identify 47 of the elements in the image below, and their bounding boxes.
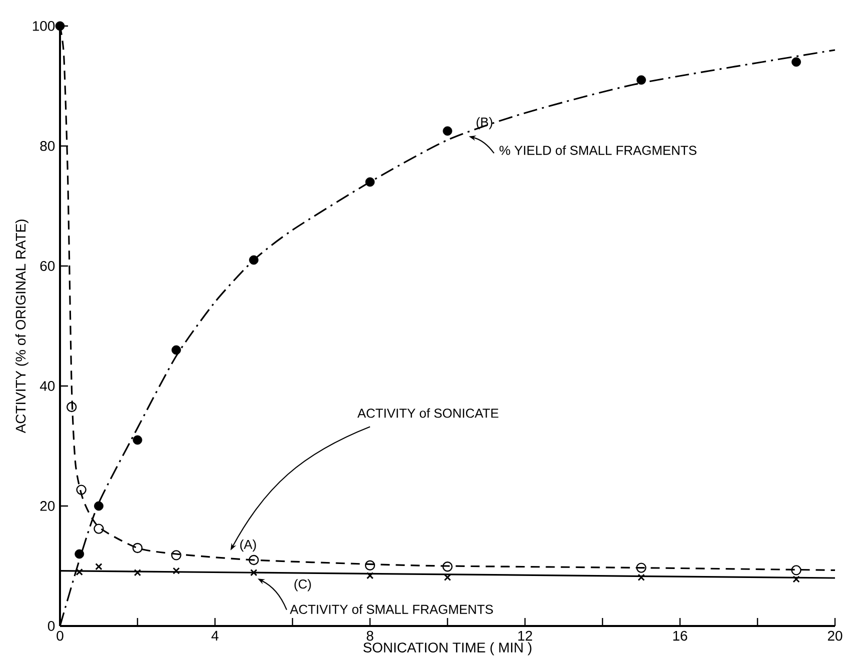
point xyxy=(134,569,142,576)
point xyxy=(250,569,258,576)
point xyxy=(95,563,102,570)
x-tick-label: 12 xyxy=(518,630,532,641)
x-tick-label: 0 xyxy=(56,630,64,641)
annotation: (C) xyxy=(294,579,311,592)
point xyxy=(364,560,376,570)
x-tick-label: 4 xyxy=(211,630,218,640)
point xyxy=(94,524,104,534)
point xyxy=(132,542,143,554)
point xyxy=(791,565,802,576)
point xyxy=(636,562,646,573)
x-tick-label: 16 xyxy=(673,630,688,641)
annotation: % YIELD of SMALL FRAGMENTS xyxy=(500,145,696,155)
y-tick-label: 80 xyxy=(40,141,55,151)
y-tick-label: 20 xyxy=(40,501,55,511)
point xyxy=(76,484,86,495)
point xyxy=(76,568,83,576)
point xyxy=(172,345,181,355)
point xyxy=(792,576,800,583)
x-tick-label: 20 xyxy=(828,630,842,641)
point xyxy=(636,75,646,85)
point xyxy=(366,572,374,580)
point xyxy=(132,435,142,445)
annotation: ACTIVITY of SONICATE xyxy=(357,408,498,418)
point xyxy=(171,550,182,560)
y-tick-label: 100 xyxy=(32,21,55,31)
y-tick-label: 40 xyxy=(40,381,55,391)
point xyxy=(365,177,375,187)
annotation: ACTIVITY of SMALL FRAGMENTS xyxy=(290,604,493,614)
x-tick-label: 8 xyxy=(366,630,374,641)
y-tick-label: 0 xyxy=(48,621,55,631)
point xyxy=(638,574,645,581)
x-axis-title: SONICATION TIME ( MIN ) xyxy=(363,642,532,656)
point xyxy=(74,549,84,559)
annotation: (A) xyxy=(240,540,256,552)
point xyxy=(94,501,104,511)
point xyxy=(66,402,77,412)
point xyxy=(248,554,259,566)
point xyxy=(249,255,258,265)
point xyxy=(172,567,180,574)
point xyxy=(442,562,453,572)
point xyxy=(55,21,65,31)
point xyxy=(442,126,452,136)
point xyxy=(792,57,801,67)
y-axis-title: ACTIVITY (% of ORIGINAL RATE) xyxy=(15,220,28,434)
y-tick-label: 60 xyxy=(40,261,55,271)
